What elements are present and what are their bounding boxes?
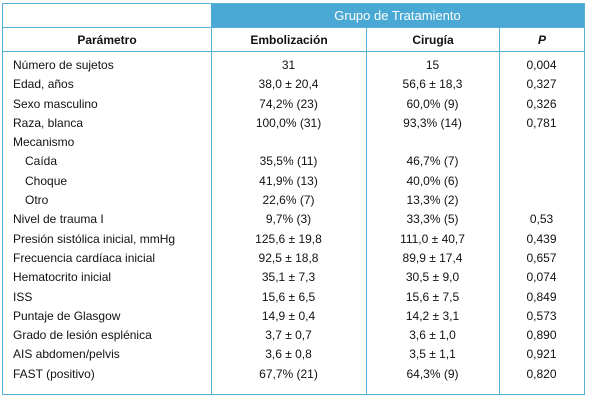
parameter-cell: Otro bbox=[25, 193, 49, 208]
p-value-cell: 0,074 bbox=[526, 270, 557, 285]
cirugia-cell: 15,6 ± 7,5 bbox=[405, 289, 460, 304]
table-row: Grado de lesión esplénica 3,7 ± 0,7 3,6 ± … bbox=[3, 326, 584, 345]
cirugia-cell: 30,5 ± 9,0 bbox=[405, 270, 460, 285]
parameter-cell: Nivel de trauma I bbox=[13, 212, 104, 227]
cirugia-cell: 60,0% (9) bbox=[406, 96, 459, 111]
embolizacion-cell: 41,9% (13) bbox=[259, 173, 318, 188]
column-header-cirugia: Cirugía bbox=[366, 27, 499, 51]
p-value-cell: 0,004 bbox=[526, 58, 557, 72]
table-row: Nivel de trauma I 9,7% (3) 33,3% (5) 0,53 bbox=[3, 210, 584, 229]
table-row: ISS 15,6 ± 6,5 15,6 ± 7,5 0,849 bbox=[3, 288, 584, 307]
parameter-cell: Raza, blanca bbox=[13, 115, 84, 130]
embolizacion-cell: 74,2% (23) bbox=[259, 96, 318, 111]
comparison-table: Grupo de Tratamiento Parámetro Embolizac… bbox=[2, 3, 585, 395]
p-value-cell: 0,820 bbox=[526, 366, 557, 381]
p-value-cell: 0,849 bbox=[526, 289, 557, 304]
table-row: Caída 35,5% (11) 46,7% (7) bbox=[3, 152, 584, 171]
embolizacion-cell: 92,5 ± 18,8 bbox=[258, 250, 319, 265]
parameter-cell: Número de sujetos bbox=[13, 58, 114, 72]
table-row: Presión sistólica inicial, mmHg 125,6 ± 1… bbox=[3, 230, 584, 249]
embolizacion-cell: 35,1 ± 7,3 bbox=[261, 270, 316, 285]
p-value-cell bbox=[499, 191, 584, 210]
parameter-cell: Grado de lesión esplénica bbox=[13, 328, 152, 343]
table-row: Raza, blanca 100,0% (31) 93,3% (14) 0,781 bbox=[3, 114, 584, 133]
column-divider bbox=[499, 52, 500, 394]
parameter-cell: Choque bbox=[25, 173, 68, 188]
column-header-embolizacion: Embolización bbox=[211, 27, 366, 51]
column-header-p: P bbox=[499, 27, 584, 51]
parameter-cell: Hematocrito inicial bbox=[13, 270, 112, 285]
group-header: Grupo de Tratamiento bbox=[211, 4, 584, 27]
parameter-cell: Mecanismo bbox=[13, 135, 75, 150]
table-row: Otro 22,6% (7) 13,3% (2) bbox=[3, 191, 584, 210]
table-row: AIS abdomen/pelvis 3,6 ± 0,8 3,5 ± 1,1 0,92… bbox=[3, 345, 584, 364]
embolizacion-cell: 3,6 ± 0,8 bbox=[265, 347, 312, 362]
cirugia-cell: 33,3% (5) bbox=[406, 212, 459, 227]
parameter-cell: FAST (positivo) bbox=[13, 366, 95, 381]
p-value-cell: 0,53 bbox=[529, 212, 554, 227]
table-row: Choque 41,9% (13) 40,0% (6) bbox=[3, 172, 584, 191]
embolizacion-cell: 9,7% (3) bbox=[265, 212, 312, 227]
table-row: Frecuencia cardíaca inicial 92,5 ± 18,8 89… bbox=[3, 249, 584, 268]
p-value-cell: 0,326 bbox=[526, 96, 557, 111]
parameter-cell: Caída bbox=[25, 154, 58, 169]
p-value-cell bbox=[499, 152, 584, 171]
table-body: Número de sujetos 31 15 0,004 Edad, años 38,0… bbox=[3, 56, 584, 384]
embolizacion-cell: 31 bbox=[281, 58, 296, 72]
column-header-parametro: Parámetro bbox=[3, 27, 211, 51]
cirugia-cell: 111,0 ± 40,7 bbox=[400, 231, 465, 246]
table-row: FAST (positivo) 67,7% (21) 64,3% (9) 0,820 bbox=[3, 365, 584, 384]
cirugia-cell: 93,3% (14) bbox=[403, 115, 462, 130]
embolizacion-cell: 38,0 ± 20,4 bbox=[258, 77, 319, 92]
cirugia-cell: 3,6 ± 1,0 bbox=[409, 328, 456, 343]
p-value-cell: 0,573 bbox=[526, 308, 557, 323]
cirugia-cell: 40,0% (6) bbox=[406, 173, 459, 188]
cirugia-cell: 15 bbox=[425, 58, 440, 72]
cirugia-cell bbox=[366, 133, 499, 152]
embolizacion-cell: 22,6% (7) bbox=[262, 193, 315, 208]
cirugia-cell: 56,6 ± 18,3 bbox=[402, 77, 463, 92]
embolizacion-cell: 15,6 ± 6,5 bbox=[261, 289, 316, 304]
embolizacion-cell bbox=[211, 133, 366, 152]
p-value-cell bbox=[499, 172, 584, 191]
embolizacion-cell: 35,5% (11) bbox=[259, 154, 318, 169]
parameter-cell: Presión sistólica inicial, mmHg bbox=[13, 231, 176, 246]
p-value-cell: 0,327 bbox=[526, 77, 557, 92]
p-value-cell: 0,921 bbox=[526, 347, 557, 362]
table-row: Mecanismo bbox=[3, 133, 584, 152]
p-value-cell: 0,657 bbox=[526, 250, 557, 265]
column-divider bbox=[211, 52, 212, 394]
table-row: Edad, años 38,0 ± 20,4 56,6 ± 18,3 0,327 bbox=[3, 75, 584, 94]
cirugia-cell: 46,7% (7) bbox=[406, 154, 459, 169]
table-row: Hematocrito inicial 35,1 ± 7,3 30,5 ± 9,0 0… bbox=[3, 268, 584, 287]
embolizacion-cell: 14,9 ± 0,4 bbox=[261, 308, 316, 323]
cirugia-cell: 14,2 ± 3,1 bbox=[405, 308, 460, 323]
parameter-cell: AIS abdomen/pelvis bbox=[13, 347, 120, 362]
p-value-cell: 0,439 bbox=[526, 231, 557, 246]
embolizacion-cell: 100,0% (31) bbox=[255, 115, 322, 130]
cirugia-cell: 64,3% (9) bbox=[406, 366, 459, 381]
parameter-cell: ISS bbox=[13, 289, 33, 304]
parameter-cell: Puntaje de Glasgow bbox=[13, 308, 121, 323]
cirugia-cell: 13,3% (2) bbox=[406, 193, 459, 208]
embolizacion-cell: 3,7 ± 0,7 bbox=[265, 328, 312, 343]
parameter-cell: Edad, años bbox=[13, 77, 74, 92]
parameter-cell: Sexo masculino bbox=[13, 96, 98, 111]
table-row: Puntaje de Glasgow 14,9 ± 0,4 14,2 ± 3,1 0,… bbox=[3, 307, 584, 326]
cirugia-cell: 89,9 ± 17,4 bbox=[402, 250, 463, 265]
embolizacion-cell: 67,7% (21) bbox=[259, 366, 318, 381]
column-divider bbox=[366, 52, 367, 394]
cirugia-cell: 3,5 ± 1,1 bbox=[409, 347, 456, 362]
embolizacion-cell: 125,6 ± 19,8 bbox=[255, 231, 322, 246]
p-value-cell: 0,890 bbox=[526, 328, 557, 343]
table-row: Sexo masculino 74,2% (23) 60,0% (9) 0,326 bbox=[3, 95, 584, 114]
p-value-cell bbox=[499, 133, 584, 152]
column-header-row: Parámetro Embolización Cirugía P bbox=[3, 27, 584, 52]
table-row: Número de sujetos 31 15 0,004 bbox=[3, 56, 584, 75]
p-value-cell: 0,781 bbox=[526, 115, 557, 130]
parameter-cell: Frecuencia cardíaca inicial bbox=[13, 250, 156, 265]
